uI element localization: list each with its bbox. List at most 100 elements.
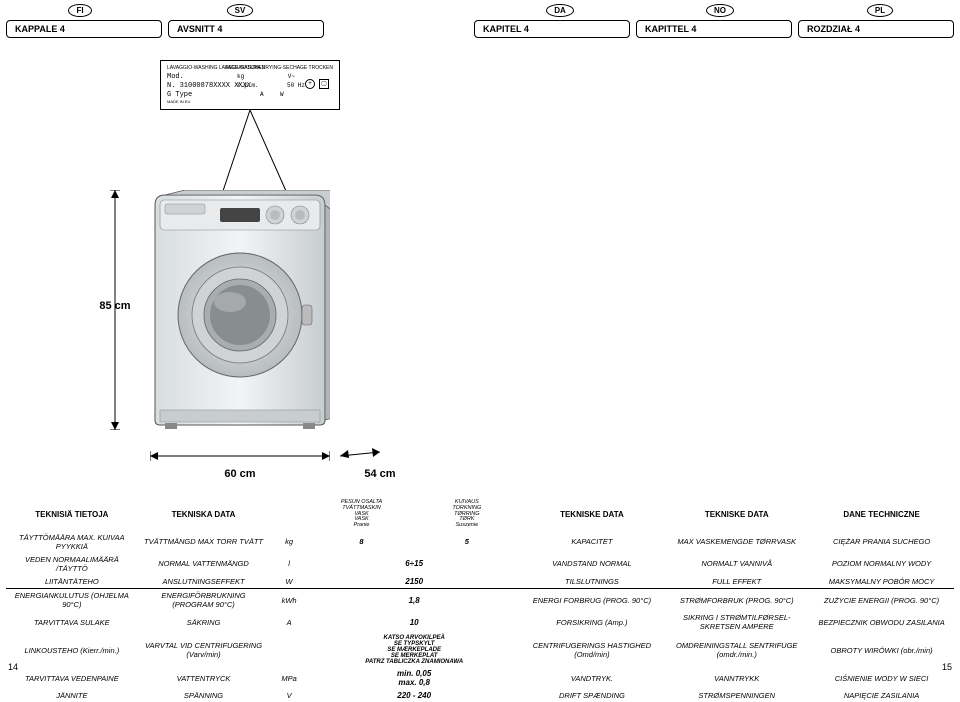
plate-g: G Type bbox=[167, 91, 192, 99]
hdr-fi: TEKNISIÄ TIETOJA bbox=[6, 498, 138, 531]
cell-no: STRØMFORBRUK (PROG. 90°C) bbox=[664, 589, 809, 611]
cell-pl: CIŚNIENIE WODY W SIECI bbox=[809, 667, 954, 689]
table-row: ENERGIANKULUTUS (OHJELMA 90°C)ENERGIFÖRB… bbox=[6, 589, 954, 611]
lang-sv: SV bbox=[227, 4, 254, 17]
cell-pl: POZIOM NORMALNY WODY bbox=[809, 553, 954, 575]
cell-sv: NORMAL VATTENMÄNGD bbox=[138, 553, 270, 575]
hdr-dry: KUIVAUSTORKNINGTØRRINGTØRKSuszenie bbox=[418, 500, 515, 529]
table-row: TARVITTAVA VEDENPAINEVATTENTRYCKMPamin. … bbox=[6, 667, 954, 689]
lang-fi: FI bbox=[68, 4, 91, 17]
cell-da: CENTRIFUGERINGS HASTIGHED (Omd/min) bbox=[520, 633, 665, 667]
dim-d-label: 54 cm bbox=[364, 468, 395, 480]
cell-pl: NAPIĘCIE ZASILANIA bbox=[809, 689, 954, 702]
chapter-row: KAPPALE 4 AVSNITT 4 KAPITEL 4 KAPITTEL 4… bbox=[0, 20, 960, 38]
cell-fi: ENERGIANKULUTUS (OHJELMA 90°C) bbox=[6, 589, 138, 611]
cell-unit: A bbox=[269, 611, 309, 633]
cell-unit: V bbox=[269, 689, 309, 702]
cell-fi: VEDEN NORMAALIMÄÄRÄ /TÄYTTÖ bbox=[6, 553, 138, 575]
cell-pl: CIĘŻAR PRANIA SUCHEGO bbox=[809, 531, 954, 553]
table-row: TÄYTTÖMÄÄRA MAX. KUIVAA PYYKKIÄTVÄTTMÄNG… bbox=[6, 531, 954, 553]
dim-w-label: 60 cm bbox=[224, 468, 255, 480]
cell-fi: JÄNNITE bbox=[6, 689, 138, 702]
cell-no: NORMALT VANNIVÅ bbox=[664, 553, 809, 575]
chapter-sv: AVSNITT 4 bbox=[168, 20, 324, 38]
cell-sv: SÄKRING bbox=[138, 611, 270, 633]
cell-da: VANDSTAND NORMAL bbox=[520, 553, 665, 575]
cell-sv: VATTENTRYCK bbox=[138, 667, 270, 689]
cell-da: KAPACITET bbox=[520, 531, 665, 553]
cell-unit: kg bbox=[269, 531, 309, 553]
cell-val: 1,8 bbox=[309, 589, 520, 611]
cell-sv: TVÄTTMÄNGD MAX TORR TVÄTT bbox=[138, 531, 270, 553]
table-row: LIITÄNTÄTEHOANSLUTNINGSEFFEKTW2150TILSLU… bbox=[6, 575, 954, 589]
cell-sv: SPÄNNING bbox=[138, 689, 270, 702]
hdr-wash: PESUN OSALTATVÄTTMASKINVASKVASKPranie bbox=[313, 500, 410, 529]
cell-da: ENERGI FORBRUG (PROG. 90°C) bbox=[520, 589, 665, 611]
cell-da: FORSIKRING (Amp.) bbox=[520, 611, 665, 633]
plate-a: A bbox=[260, 91, 264, 98]
table-row: JÄNNITESPÄNNINGV220 - 240DRIFT SPÆNDINGS… bbox=[6, 689, 954, 702]
plate-hz: 50 Hz bbox=[287, 82, 305, 89]
chapter-pl: ROZDZIAŁ 4 bbox=[798, 20, 954, 38]
cell-no: SIKRING I STRØMTILFØRSEL-SKRETSEN AMPERE bbox=[664, 611, 809, 633]
cell-unit: kWh bbox=[269, 589, 309, 611]
plate-w: W bbox=[280, 91, 284, 98]
plate-topright: ASCIUGATURA DRYING-SECHAGE TROCKEN bbox=[225, 65, 333, 71]
cell-sv: ANSLUTNINGSEFFEKT bbox=[138, 575, 270, 589]
dimension-height: 85 cm bbox=[100, 190, 130, 430]
cell-val2: 5 bbox=[414, 531, 519, 553]
plate-bottom: MADE IN EU bbox=[167, 99, 190, 104]
cell-da: VANDTRYK. bbox=[520, 667, 665, 689]
hdr-no: TEKNISKE DATA bbox=[664, 498, 809, 531]
cell-val: 6÷15 bbox=[309, 553, 520, 575]
plate-fs: r.p.m. bbox=[237, 82, 259, 89]
lang-da: DA bbox=[546, 4, 574, 17]
safety-mark-icon: ▢ bbox=[319, 79, 329, 89]
cell-pl: BEZPIECZNIK OBWODU ZASILANIA bbox=[809, 611, 954, 633]
table-row: VEDEN NORMAALIMÄÄRÄ /TÄYTTÖNORMAL VATTEN… bbox=[6, 553, 954, 575]
plate-mod: Mod. bbox=[167, 73, 184, 81]
table-row: TARVITTAVA SULAKESÄKRINGA10FORSIKRING (A… bbox=[6, 611, 954, 633]
cell-val: min. 0,05max. 0,8 bbox=[309, 667, 520, 689]
cell-val: KATSO ARVOKILPEÄSE TYPSKYLTSE MÆRKEPLADE… bbox=[309, 633, 520, 667]
table-row: LINKOUSTEHO (Kierr./min.)VARVTAL VID CEN… bbox=[6, 633, 954, 667]
cell-fi: LIITÄNTÄTEHO bbox=[6, 575, 138, 589]
washing-machine-illustration bbox=[150, 190, 330, 430]
spec-table: TEKNISIÄ TIETOJA TEKNISKA DATA PESUN OSA… bbox=[6, 498, 954, 702]
cell-val: 8 bbox=[309, 531, 414, 553]
cell-val: 2150 bbox=[309, 575, 520, 589]
cell-fi: TARVITTAVA VEDENPAINE bbox=[6, 667, 138, 689]
plate-kg: kg bbox=[237, 73, 244, 80]
cell-unit: W bbox=[269, 575, 309, 589]
chapter-fi: KAPPALE 4 bbox=[6, 20, 162, 38]
ce-mark-icon: + bbox=[305, 79, 315, 89]
cell-unit: MPa bbox=[269, 667, 309, 689]
cell-fi: TARVITTAVA SULAKE bbox=[6, 611, 138, 633]
hdr-da: TEKNISKE DATA bbox=[520, 498, 665, 531]
cell-no: STRØMSPENNINGEN bbox=[664, 689, 809, 702]
cell-pl: ZUŻYCIE ENERGII (PROG. 90°C) bbox=[809, 589, 954, 611]
language-row: FI SV DA NO PL bbox=[0, 4, 960, 17]
cell-da: TILSLUTNINGS bbox=[520, 575, 665, 589]
cell-pl: MAKSYMALNY POBÓR MOCY bbox=[809, 575, 954, 589]
cell-val: 10 bbox=[309, 611, 520, 633]
page-right: 15 bbox=[942, 662, 952, 672]
chapter-da: KAPITEL 4 bbox=[474, 20, 630, 38]
cell-pl: OBROTY WIRÓWKI (obr./min) bbox=[809, 633, 954, 667]
page-left: 14 bbox=[8, 662, 18, 672]
hdr-sv: TEKNISKA DATA bbox=[138, 498, 270, 531]
diagram-area: LAVAGGIO-WASHING LAVAGE-WASCHEN ASCIUGAT… bbox=[60, 60, 460, 490]
lang-no: NO bbox=[706, 4, 734, 17]
rating-plate: LAVAGGIO-WASHING LAVAGE-WASCHEN ASCIUGAT… bbox=[160, 60, 340, 110]
dimension-depth: 54 cm bbox=[340, 448, 420, 478]
cell-sv: VARVTAL VID CENTRIFUGERING (Varv/min) bbox=[138, 633, 270, 667]
cell-fi: LINKOUSTEHO (Kierr./min.) bbox=[6, 633, 138, 667]
dimension-width: 60 cm bbox=[150, 448, 330, 478]
dim-h-label: 85 cm bbox=[95, 300, 135, 312]
lang-pl: PL bbox=[867, 4, 893, 17]
table-header-row: TEKNISIÄ TIETOJA TEKNISKA DATA PESUN OSA… bbox=[6, 498, 954, 531]
cell-no: MAX VASKEMENGDE TØRRVASK bbox=[664, 531, 809, 553]
cell-fi: TÄYTTÖMÄÄRA MAX. KUIVAA PYYKKIÄ bbox=[6, 531, 138, 553]
plate-v: V~ bbox=[288, 73, 295, 80]
cell-unit: l bbox=[269, 553, 309, 575]
